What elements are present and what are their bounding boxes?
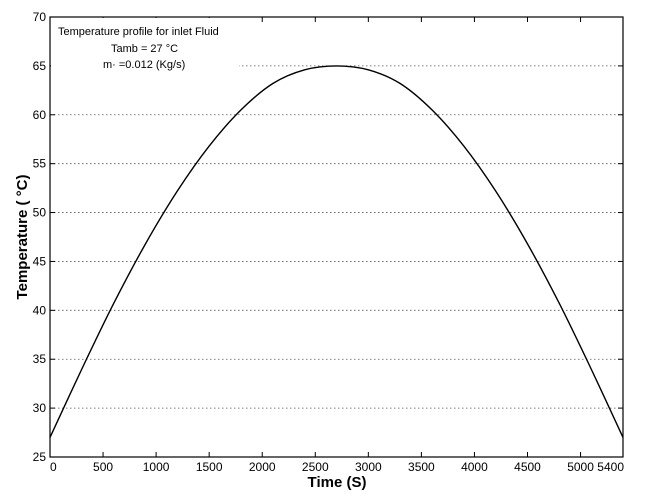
x-tick-label: 4000	[461, 460, 488, 474]
x-axis-label: Time (S)	[308, 474, 367, 491]
x-tick-label: 3000	[355, 460, 382, 474]
plot-frame	[49, 16, 624, 458]
x-tick-label: 3500	[408, 460, 435, 474]
y-tick-label: 65	[33, 59, 47, 73]
x-tick-label: 1000	[143, 460, 170, 474]
annotation-box	[51, 18, 239, 70]
x-tick-label: 500	[93, 460, 113, 474]
y-tick-label: 30	[33, 401, 47, 415]
y-tick-label: 55	[33, 157, 47, 171]
axis-ticks	[49, 16, 624, 458]
y-tick-label: 60	[33, 108, 47, 122]
series-line	[49, 65, 624, 438]
annotation-title: Temperature profile for inlet Fluid	[58, 26, 219, 38]
x-tick-label: 4500	[514, 460, 541, 474]
y-tick-label: 45	[33, 254, 47, 268]
x-tick-label: 2500	[302, 460, 329, 474]
x-tick-label: 0	[50, 460, 57, 474]
annotation-ambient-temp: Tamb = 27 °C	[111, 43, 178, 55]
x-tick-label: 1500	[196, 460, 223, 474]
y-tick-label: 25	[33, 450, 47, 464]
tick-labels: 25 30 35 40 45 50 55 60 65 70 0 500 1000 1500 2000 2500…	[33, 10, 625, 474]
y-tick-label: 50	[33, 206, 47, 220]
y-tick-label: 35	[33, 352, 47, 366]
annotation-mass-flow: m· =0.012 (Kg/s)	[103, 59, 185, 71]
plot-background	[50, 17, 623, 457]
grid-lines	[50, 65, 623, 409]
y-axis-label: Temperature ( °C)	[14, 175, 31, 300]
x-tick-label: 2000	[249, 460, 276, 474]
x-tick-label: 5400	[597, 460, 624, 474]
y-tick-label: 40	[33, 303, 47, 317]
y-tick-label: 70	[33, 10, 47, 24]
series-group	[49, 65, 624, 438]
x-tick-label: 5000	[567, 460, 594, 474]
